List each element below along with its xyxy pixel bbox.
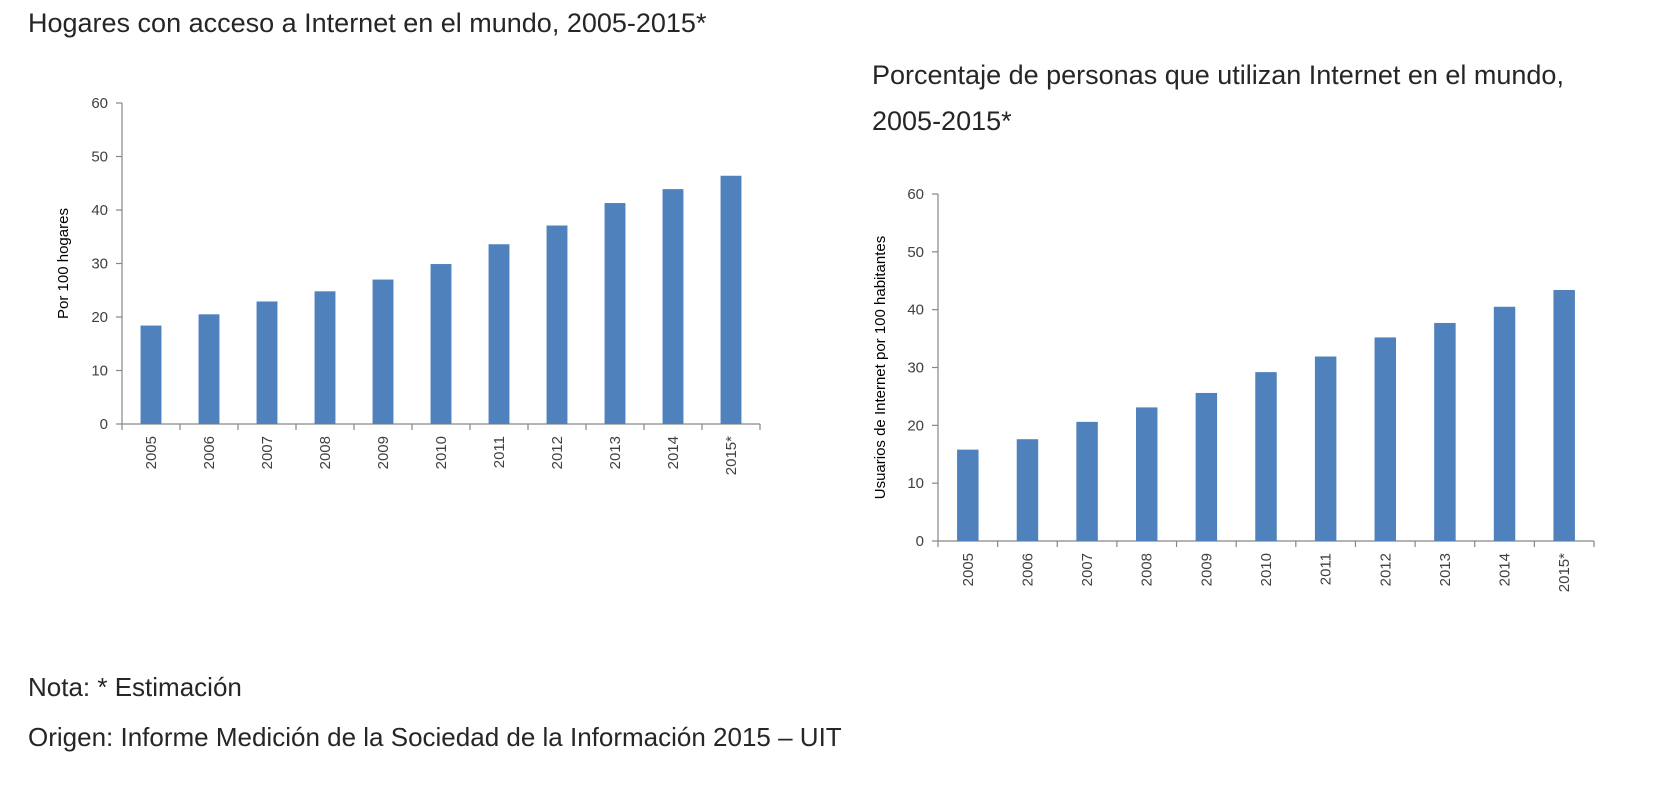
y-tick-label: 30 — [907, 360, 924, 377]
x-tick-label: 2015* — [1556, 553, 1573, 592]
y-tick-label: 20 — [907, 417, 924, 434]
x-tick-label: 2009 — [1198, 553, 1215, 586]
y-tick-label: 0 — [916, 533, 924, 550]
x-tick-label: 2014 — [1497, 553, 1514, 586]
x-tick-label: 2012 — [1377, 553, 1394, 586]
bar — [1374, 337, 1397, 541]
y-tick-label: 60 — [907, 186, 924, 203]
chart-2-title: Porcentaje de personas que utilizan Inte… — [872, 60, 1564, 136]
x-tick-label: 2007 — [259, 436, 276, 469]
estimation-note: Nota: * Estimación — [28, 672, 242, 702]
bar — [1016, 439, 1039, 541]
y-tick-label: 50 — [91, 149, 108, 166]
x-tick-label: 2005 — [143, 436, 160, 469]
bar — [256, 301, 278, 424]
y-tick-label: 20 — [91, 309, 108, 326]
bar — [1255, 372, 1277, 541]
bar — [1135, 407, 1158, 541]
bar — [1076, 421, 1098, 541]
y-tick-label: 40 — [91, 202, 108, 219]
x-tick-label: 2009 — [375, 436, 392, 469]
x-tick-label: 2007 — [1079, 553, 1096, 586]
source-note: Origen: Informe Medición de la Sociedad … — [28, 722, 842, 752]
x-tick-label: 2008 — [1139, 553, 1156, 586]
y-tick-label: 10 — [91, 363, 108, 380]
x-tick-label: 2011 — [491, 436, 508, 468]
bar — [1434, 322, 1456, 541]
bar — [662, 189, 684, 424]
y-axis-title: Usuarios de Internet por 100 habitantes — [872, 236, 889, 500]
bar — [1493, 306, 1516, 541]
x-tick-label: 2005 — [960, 553, 977, 586]
y-tick-label: 40 — [907, 302, 924, 319]
chart-1-title: Hogares con acceso a Internet en el mund… — [28, 8, 707, 38]
y-tick-label: 60 — [91, 95, 108, 112]
bar — [314, 291, 336, 424]
y-tick-label: 10 — [907, 475, 924, 492]
bar — [546, 225, 568, 424]
bar — [372, 279, 394, 424]
bar — [1195, 392, 1218, 541]
bar — [957, 449, 979, 541]
x-tick-label: 2010 — [433, 436, 450, 469]
y-tick-label: 0 — [100, 416, 108, 433]
bar — [140, 325, 162, 424]
x-tick-label: 2006 — [201, 436, 218, 469]
y-tick-label: 30 — [91, 256, 108, 273]
x-tick-label: 2014 — [665, 436, 682, 469]
bar — [1553, 290, 1575, 541]
bar — [198, 314, 220, 424]
x-tick-label: 2008 — [317, 436, 334, 469]
bar — [720, 175, 742, 424]
x-tick-label: 2013 — [1437, 553, 1454, 586]
y-tick-label: 50 — [907, 244, 924, 261]
bar — [430, 264, 452, 424]
bar — [604, 203, 626, 424]
bar — [1314, 356, 1337, 541]
x-tick-label: 2010 — [1258, 553, 1275, 586]
x-tick-label: 2011 — [1318, 553, 1335, 585]
bar — [488, 244, 510, 424]
x-tick-label: 2006 — [1019, 553, 1036, 586]
y-axis-title: Por 100 hogares — [55, 208, 72, 319]
x-tick-label: 2013 — [607, 436, 624, 469]
x-tick-label: 2015* — [723, 436, 740, 475]
x-tick-label: 2012 — [549, 436, 566, 469]
